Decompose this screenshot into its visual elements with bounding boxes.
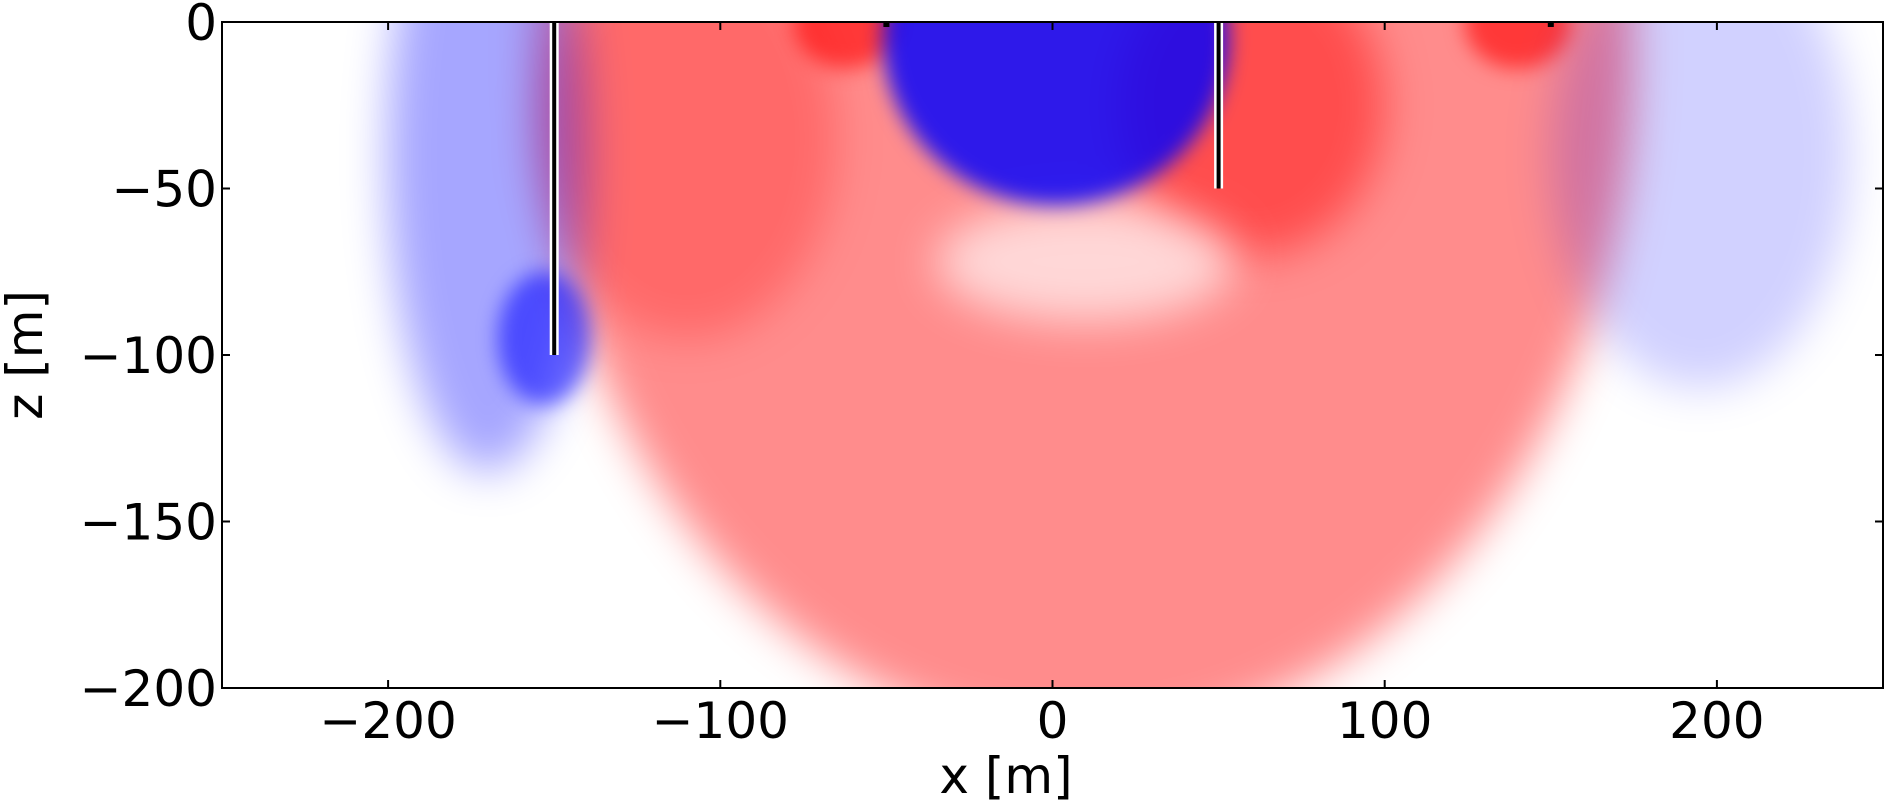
y-tick-label: 0	[185, 0, 217, 52]
x-tick-label: 0	[1037, 692, 1069, 750]
x-ticks: −200 −100 0 100 200	[319, 22, 1765, 750]
surface-marker-2	[1547, 22, 1554, 27]
y-tick-label: −150	[80, 494, 217, 552]
field-blue-center	[883, 22, 1229, 206]
y-ticks: 0 −50 −100 −150 −200	[80, 0, 1883, 718]
x-tick-label: −100	[652, 692, 789, 750]
field-red-corner-left	[793, 22, 900, 69]
field-white-gap	[936, 201, 1236, 322]
x-tick-label: −200	[319, 692, 456, 750]
field-red-left-electrode	[537, 22, 837, 339]
y-axis-label: z [m]	[0, 290, 54, 420]
x-tick-label: 100	[1337, 692, 1432, 750]
field-red-corner-right	[1464, 22, 1571, 69]
x-axis-label: x [m]	[939, 747, 1072, 800]
heatmap-fields	[388, 22, 1850, 688]
field-blue-left-tip	[497, 271, 591, 405]
surface-marker-1	[883, 22, 890, 27]
surface-markers	[883, 22, 1554, 27]
y-tick-label: −200	[80, 660, 217, 718]
heatmap	[222, 22, 1883, 688]
y-tick-label: −50	[111, 161, 217, 219]
field-blue-right	[1550, 22, 1850, 389]
x-tick-label: 200	[1669, 692, 1764, 750]
y-tick-label: −100	[80, 327, 217, 385]
electrodes	[549, 22, 1224, 355]
